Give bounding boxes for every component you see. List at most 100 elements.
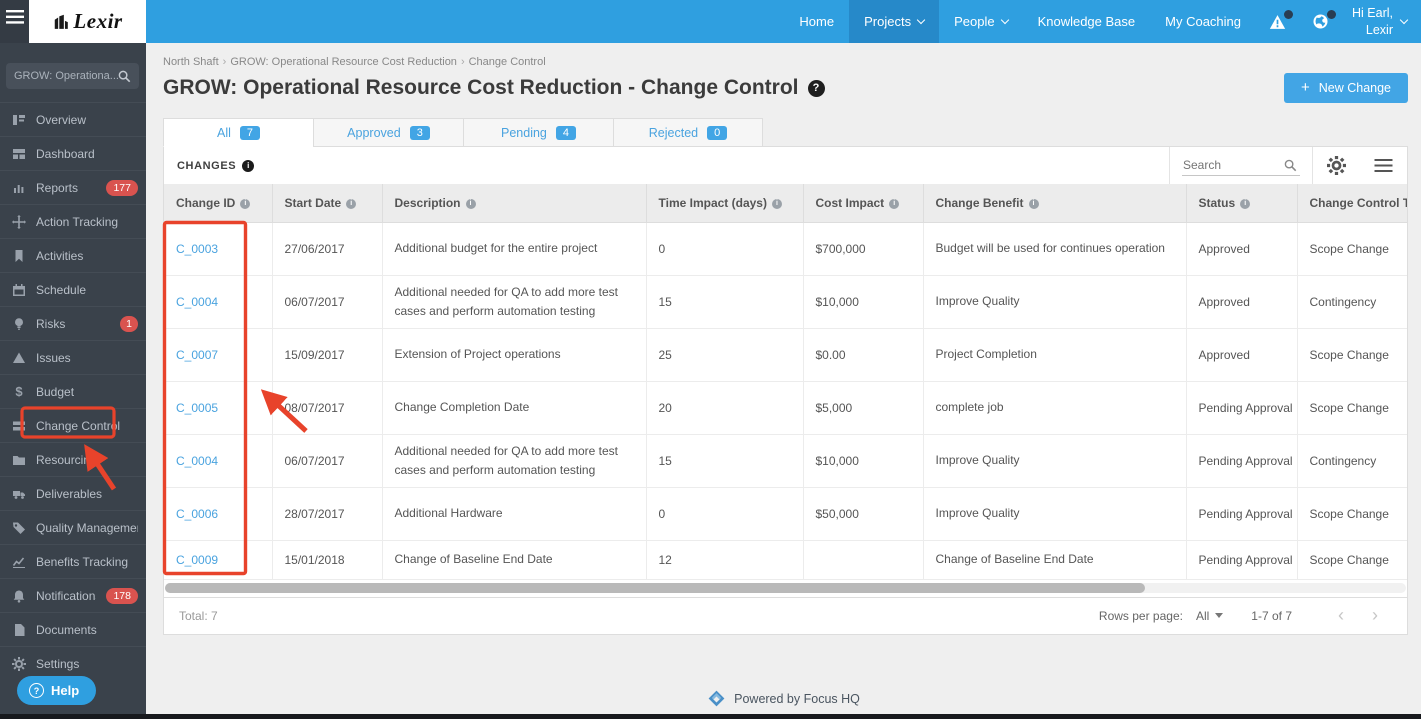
- col-change-id[interactable]: Change ID i: [164, 184, 273, 223]
- info-icon: i: [771, 198, 782, 209]
- cell-description: Extension of Project operations: [382, 328, 647, 382]
- user-menu[interactable]: Hi Earl, Lexir: [1342, 0, 1399, 43]
- sidebar-item-notifications[interactable]: Notifications 178: [0, 578, 146, 612]
- rows-per-page-select[interactable]: All: [1196, 609, 1224, 623]
- new-change-button[interactable]: + New Change: [1283, 73, 1408, 103]
- cell-change-benefit: Project Completion: [923, 328, 1187, 382]
- cell-description: Additional needed for QA to add more tes…: [382, 434, 647, 488]
- change-id-link[interactable]: C_0009: [176, 552, 219, 567]
- sidebar: GROW: Operationa... Overview Dashboard R…: [0, 43, 146, 719]
- cell-start-date: 06/07/2017: [272, 434, 383, 488]
- search-icon: [118, 70, 131, 82]
- alerts-button[interactable]: [1256, 0, 1299, 43]
- building-logo-icon: [55, 14, 69, 29]
- reports-count-badge: 177: [106, 179, 138, 196]
- sidebar-item-activities[interactable]: Activities: [0, 238, 146, 272]
- sidebar-item-overview[interactable]: Overview: [0, 102, 146, 136]
- breadcrumb-item[interactable]: Change Control: [468, 56, 546, 68]
- nav-item-knowledge-base[interactable]: Knowledge Base: [1037, 14, 1136, 29]
- cell-status: Pending Approval: [1186, 381, 1298, 435]
- sidebar-item-reports[interactable]: Reports 177: [0, 170, 146, 204]
- warning-triangle-icon: [13, 352, 25, 363]
- table-search-input[interactable]: [1182, 155, 1300, 176]
- breadcrumb-item[interactable]: GROW: Operational Resource Cost Reductio…: [230, 56, 457, 68]
- cell-time-impact: 15: [646, 434, 804, 488]
- sidebar-item-documents[interactable]: Documents: [0, 612, 146, 646]
- sidebar-item-schedule[interactable]: Schedule: [0, 272, 146, 306]
- col-start-date[interactable]: Start Date i: [272, 184, 383, 223]
- sidebar-item-settings[interactable]: Settings: [0, 646, 146, 680]
- truck-icon: [13, 490, 25, 499]
- col-time-impact[interactable]: Time Impact (days) i: [646, 184, 804, 223]
- info-icon: i: [346, 198, 357, 209]
- cell-time-impact: 25: [646, 328, 804, 382]
- nav-item-home[interactable]: Home: [799, 14, 835, 29]
- cell-change-benefit: Improve Quality: [923, 487, 1187, 541]
- help-button[interactable]: ? Help: [17, 676, 97, 705]
- chevron-down-icon: [1000, 15, 1009, 25]
- app-logo[interactable]: Lexir: [29, 0, 146, 43]
- gear-icon: [12, 656, 26, 671]
- tab-count-badge: 4: [555, 125, 576, 140]
- col-change-control-type[interactable]: Change Control Type: [1297, 184, 1407, 223]
- sidebar-item-benefits-tracking[interactable]: Benefits Tracking: [0, 544, 146, 578]
- tab-pending[interactable]: Pending 4: [463, 118, 613, 147]
- cell-status: Pending Approval: [1186, 487, 1298, 541]
- info-icon: i: [1240, 198, 1251, 209]
- change-id-link[interactable]: C_0005: [176, 400, 219, 415]
- calendar-icon: [13, 283, 25, 296]
- table-menu-button[interactable]: [1360, 147, 1407, 184]
- table-search: [1169, 147, 1312, 184]
- cell-status: Pending Approval: [1186, 434, 1298, 488]
- col-change-benefit[interactable]: Change Benefit i: [923, 184, 1187, 223]
- nav-item-projects[interactable]: Projects: [849, 0, 940, 43]
- horizontal-scrollbar-thumb[interactable]: [165, 582, 1146, 593]
- project-search-box[interactable]: GROW: Operationa...: [6, 63, 139, 89]
- sidebar-item-deliverables[interactable]: Deliverables: [0, 476, 146, 510]
- cell-description: Additional budget for the entire project: [382, 222, 647, 276]
- nav-item-my-coaching[interactable]: My Coaching: [1165, 14, 1242, 29]
- change-id-link[interactable]: C_0006: [176, 506, 219, 521]
- col-cost-impact[interactable]: Cost Impact i: [803, 184, 924, 223]
- next-page-button[interactable]: ›: [1372, 605, 1378, 625]
- sidebar-item-budget[interactable]: $ Budget: [0, 374, 146, 408]
- sidebar-item-issues[interactable]: Issues: [0, 340, 146, 374]
- cell-change-benefit: Improve Quality: [923, 434, 1187, 488]
- focus-hq-logo-icon: [708, 690, 725, 707]
- table-row: C_0006 28/07/2017 Additional Hardware 0 …: [164, 487, 1407, 541]
- tab-approved[interactable]: Approved 3: [313, 118, 463, 147]
- rows-per-page-label: Rows per page:: [1098, 608, 1183, 623]
- col-description[interactable]: Description i: [382, 184, 647, 223]
- change-id-link[interactable]: C_0003: [176, 241, 219, 256]
- prev-page-button[interactable]: ‹: [1338, 605, 1344, 625]
- question-circle-icon: ?: [29, 683, 44, 698]
- change-id-link[interactable]: C_0004: [176, 453, 219, 468]
- tab-all[interactable]: All 7: [163, 118, 313, 147]
- sidebar-item-resourcing[interactable]: Resourcing: [0, 442, 146, 476]
- cell-cost-impact: [803, 540, 924, 580]
- breadcrumb-item[interactable]: North Shaft: [163, 56, 219, 68]
- sidebar-item-risks[interactable]: Risks 1: [0, 306, 146, 340]
- tab-rejected[interactable]: Rejected 0: [613, 118, 763, 147]
- cell-cost-impact: $700,000: [803, 222, 924, 276]
- globe-button[interactable]: [1299, 0, 1342, 43]
- sidebar-toggle-button[interactable]: [0, 0, 29, 43]
- change-id-link[interactable]: C_0007: [176, 347, 219, 362]
- table-settings-button[interactable]: [1312, 147, 1360, 184]
- col-status[interactable]: Status i: [1186, 184, 1298, 223]
- dropdown-arrow-icon: [1215, 613, 1224, 618]
- sidebar-item-change-control[interactable]: Change Control: [0, 408, 146, 442]
- cell-time-impact: 15: [646, 275, 804, 329]
- change-id-link[interactable]: C_0004: [176, 294, 219, 309]
- sidebar-item-dashboard[interactable]: Dashboard: [0, 136, 146, 170]
- sidebar-item-action-tracking[interactable]: Action Tracking: [0, 204, 146, 238]
- cell-cost-impact: $0.00: [803, 328, 924, 382]
- warning-triangle-icon: [1269, 14, 1286, 29]
- horizontal-scrollbar-track[interactable]: [165, 582, 1406, 593]
- sidebar-item-quality-management[interactable]: Quality Management: [0, 510, 146, 544]
- info-icon[interactable]: i: [242, 159, 255, 172]
- title-help-icon[interactable]: ?: [807, 79, 825, 97]
- user-menu-chevron[interactable]: [1399, 0, 1421, 43]
- cell-time-impact: 20: [646, 381, 804, 435]
- nav-item-people[interactable]: People: [939, 0, 1022, 43]
